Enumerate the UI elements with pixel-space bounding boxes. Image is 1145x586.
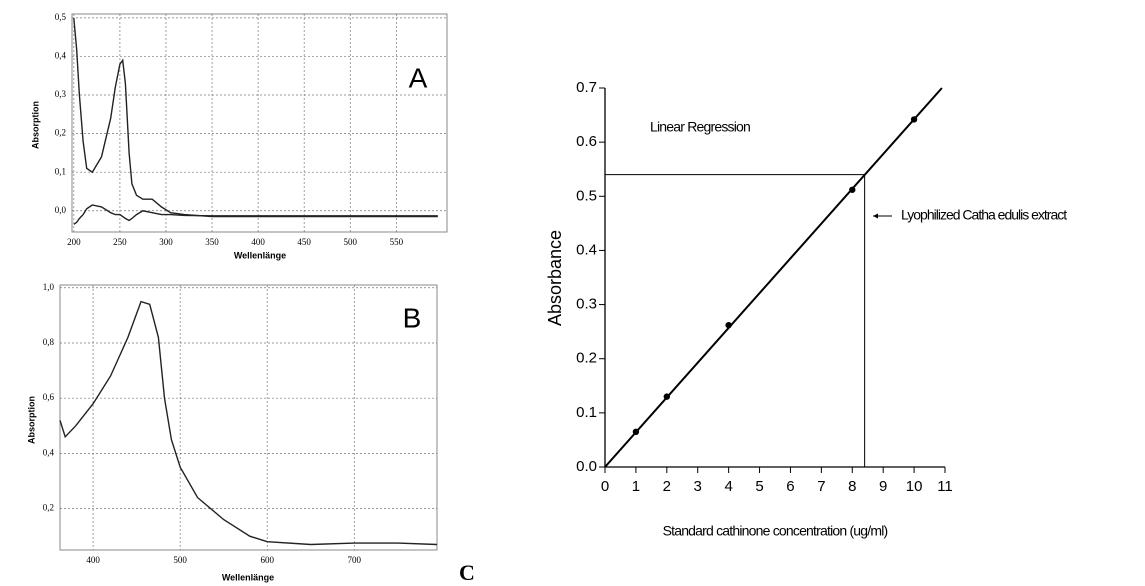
x-tick-label: 2 xyxy=(663,478,671,495)
data-point xyxy=(632,428,640,436)
x-tick-label: 250 xyxy=(113,237,127,247)
y-tick-label: 0,1 xyxy=(55,166,66,176)
panel-letter: B xyxy=(403,302,422,333)
y-tick-label: 0,2 xyxy=(43,503,54,513)
x-tick-label: 6 xyxy=(786,478,794,495)
y-tick-label: 0,4 xyxy=(55,51,67,61)
data-point xyxy=(910,116,918,123)
y-tick-label: 0.7 xyxy=(576,79,597,96)
y-tick-label: 0.4 xyxy=(576,241,597,258)
plot-frame xyxy=(71,13,448,233)
y-tick-label: 1,0 xyxy=(43,282,55,292)
y-tick-label: 0.1 xyxy=(576,404,597,421)
x-axis-label: Wellenlänge xyxy=(234,250,286,260)
y-tick-label: 0.2 xyxy=(576,350,597,367)
y-axis-label: Absorption xyxy=(26,396,36,444)
data-point xyxy=(663,393,671,400)
x-tick-label: 5 xyxy=(755,478,763,495)
y-tick-label: 0.3 xyxy=(576,296,597,313)
x-tick-label: 350 xyxy=(205,237,219,247)
data-point xyxy=(725,321,732,329)
panel-letter: A xyxy=(409,62,428,93)
spectrum-line xyxy=(73,17,438,218)
annotation: Lyophilized Catha edulis extract xyxy=(901,207,1067,223)
x-tick-label: 700 xyxy=(348,555,362,565)
x-tick-label: 400 xyxy=(86,555,100,565)
panel-letter: C xyxy=(459,560,475,585)
spectrum-line xyxy=(73,204,438,225)
y-tick-label: 0.6 xyxy=(576,133,597,150)
y-tick-label: 0,4 xyxy=(43,447,55,457)
x-tick-label: 8 xyxy=(848,478,856,495)
x-axis-label: Standard cathinone concentration (ug/ml) xyxy=(663,523,888,539)
y-tick-label: 0.0 xyxy=(576,458,597,475)
x-tick-label: 3 xyxy=(694,478,702,495)
x-tick-label: 200 xyxy=(67,237,81,247)
y-tick-label: 0,2 xyxy=(55,128,66,138)
x-tick-label: 4 xyxy=(724,478,732,495)
y-tick-label: 0.5 xyxy=(576,187,597,204)
plot-frame xyxy=(59,284,438,551)
x-tick-label: 500 xyxy=(344,237,358,247)
x-tick-label: 450 xyxy=(297,237,311,247)
data-point xyxy=(849,186,856,193)
y-tick-label: 0,5 xyxy=(55,12,67,22)
x-tick-label: 7 xyxy=(817,478,825,495)
x-tick-label: 9 xyxy=(879,478,887,495)
note: Linear Regression xyxy=(650,119,750,135)
y-tick-label: 0,8 xyxy=(43,337,55,347)
x-tick-label: 300 xyxy=(159,237,173,247)
spectrum-line xyxy=(59,300,438,546)
x-tick-label: 400 xyxy=(251,237,265,247)
y-axis-label: Absorbance xyxy=(545,230,565,326)
regression-line xyxy=(604,87,943,468)
x-tick-label: 0 xyxy=(601,478,609,495)
x-tick-label: 11 xyxy=(937,478,953,495)
y-tick-label: 0,3 xyxy=(55,89,67,99)
y-axis-label: Absorption xyxy=(30,101,40,149)
annotation-arrowhead xyxy=(873,213,878,219)
x-tick-label: 550 xyxy=(390,237,404,247)
x-tick-label: 10 xyxy=(906,478,923,495)
x-axis-label: Wellenlänge xyxy=(222,572,274,582)
x-tick-label: 600 xyxy=(260,555,274,565)
x-tick-label: 1 xyxy=(632,478,640,495)
x-tick-label: 500 xyxy=(173,555,187,565)
y-tick-label: 0,6 xyxy=(43,392,55,402)
y-tick-label: 0,0 xyxy=(55,205,67,215)
